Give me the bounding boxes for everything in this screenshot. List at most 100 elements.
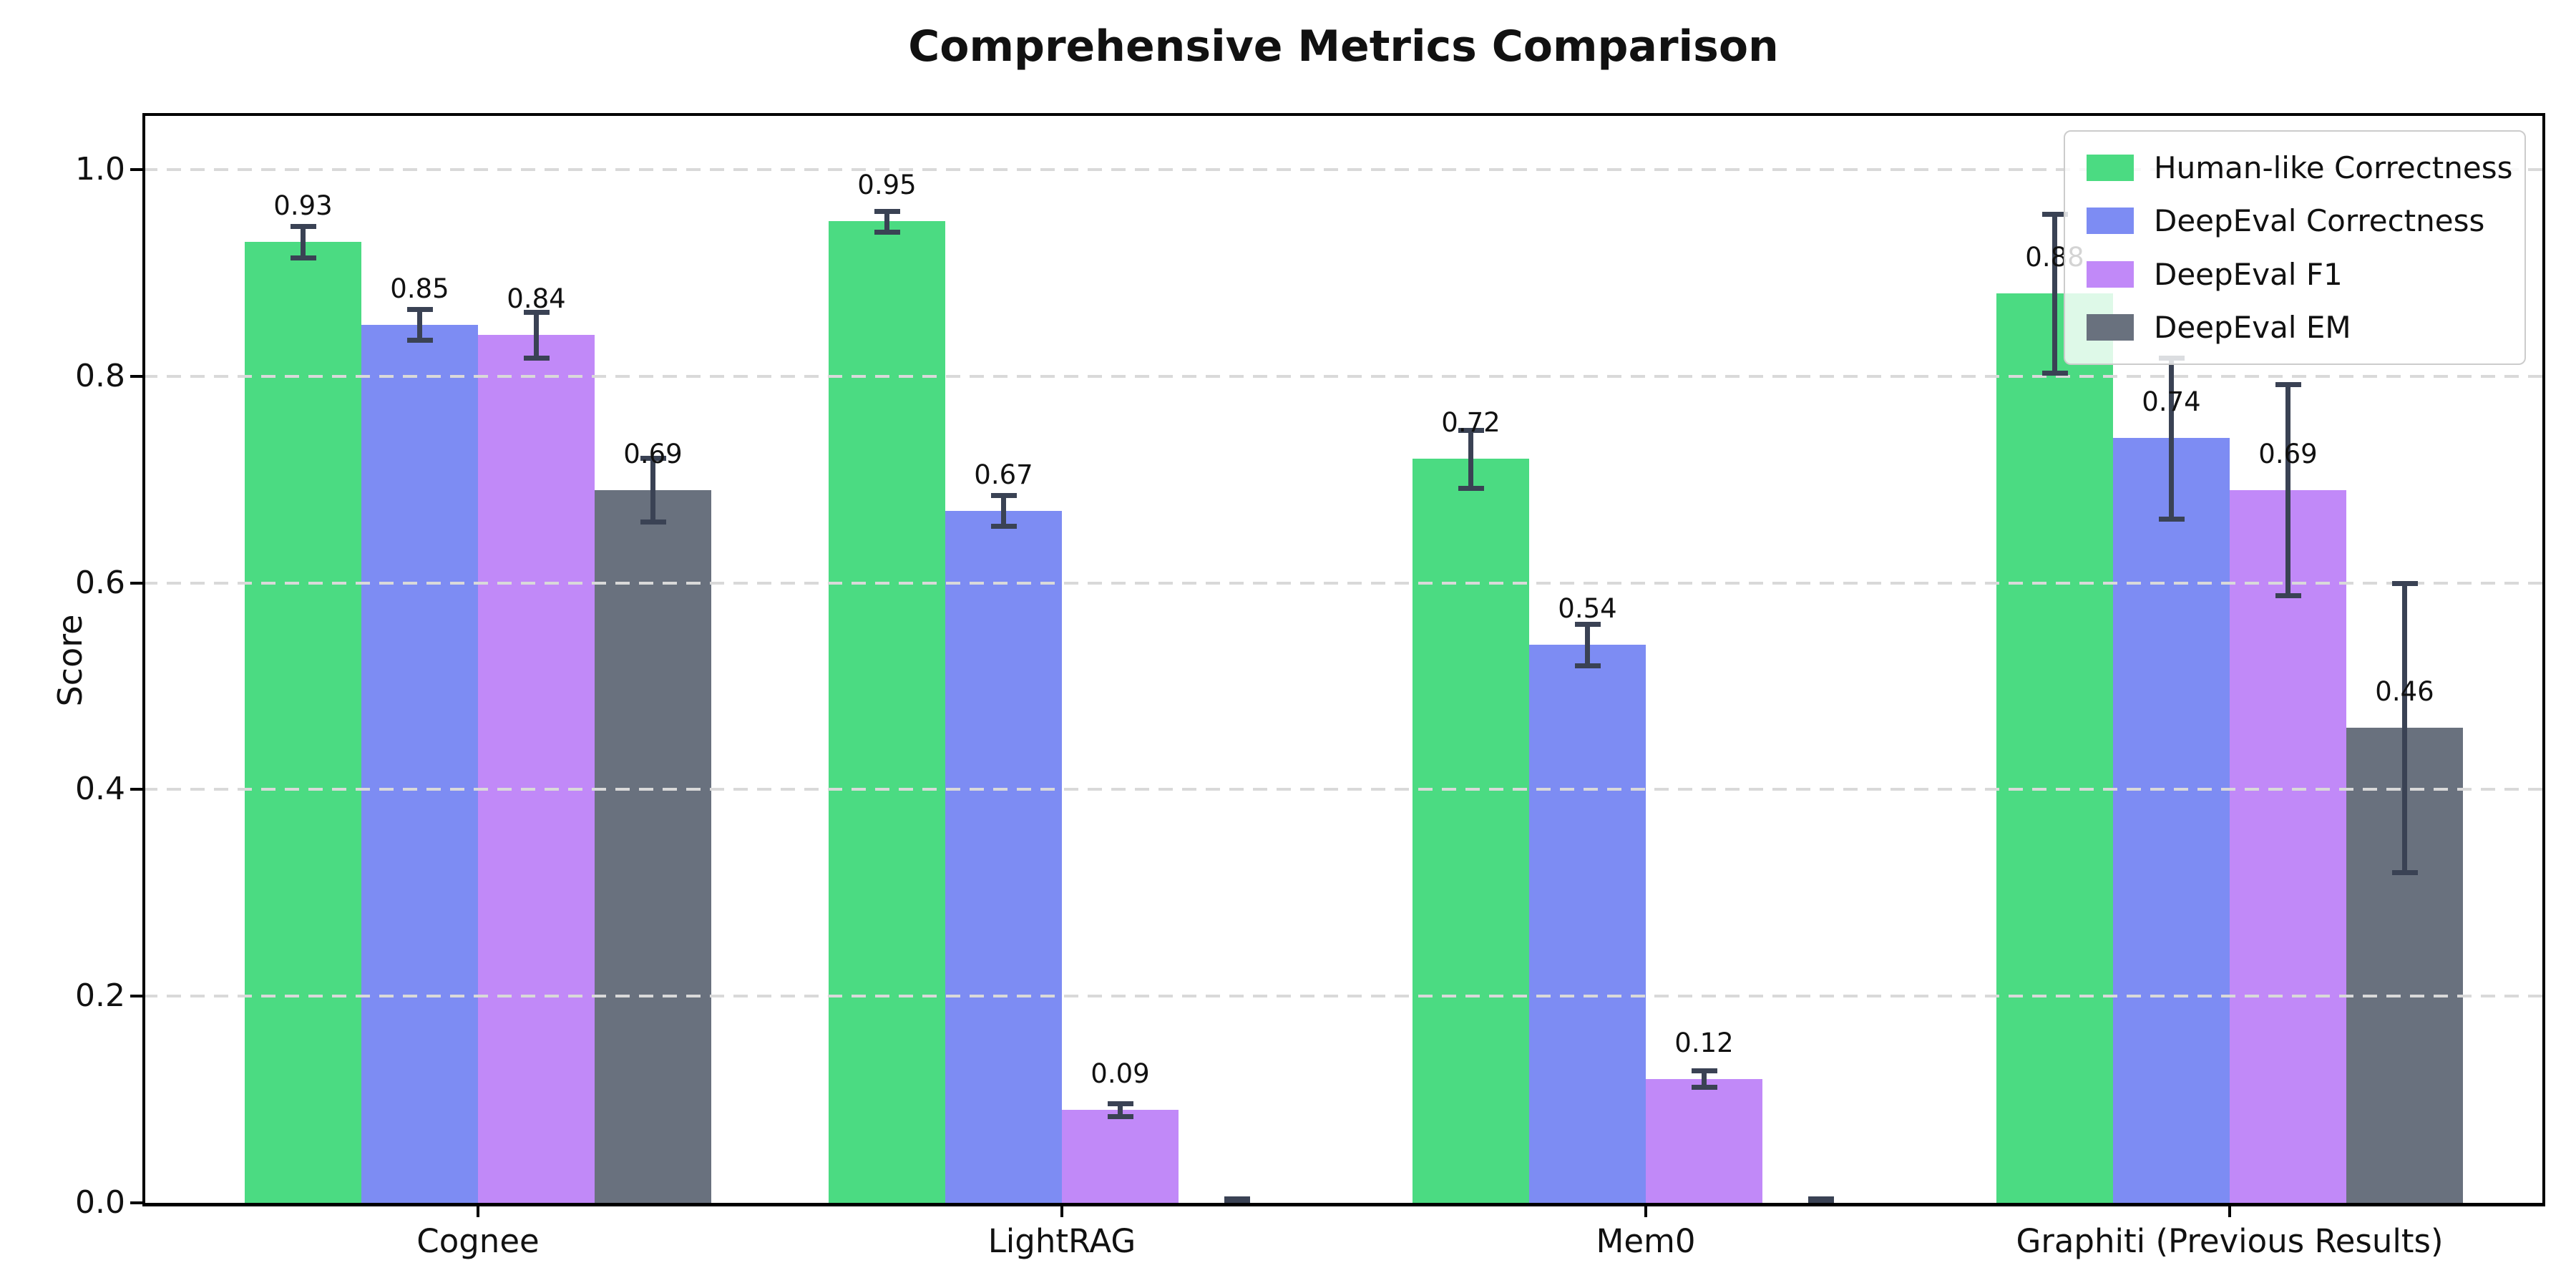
error-bar-cap-top-deepeval-f1-0 (523, 310, 550, 316)
x-tick-label-cognee: Cognee (416, 1222, 540, 1260)
error-bar-line-deepeval-correctness-1 (1001, 494, 1006, 527)
error-bar-line-deepeval-f1-0 (534, 312, 539, 358)
error-bar-cap-top-deepeval-f1-2 (1691, 1068, 1717, 1074)
bar-deepeval-em-0 (595, 489, 711, 1203)
error-bar-cap-bottom-deepeval-correctness-2 (1574, 663, 1601, 669)
legend-item-deepeval-f1: DeepEval F1 (2087, 257, 2503, 292)
legend-swatch-deepeval-em (2087, 313, 2134, 341)
y-tick-mark (130, 374, 143, 378)
error-bar-cap-top-deepeval-f1-3 (2275, 382, 2301, 388)
error-bar-cap-top-deepeval-correctness-1 (990, 492, 1017, 498)
x-tick-label-graphiti-previous-results-: Graphiti (Previous Results) (2016, 1222, 2444, 1260)
y-tick-label: 0.8 (75, 357, 125, 394)
bar-human-like-correctness-0 (245, 242, 361, 1203)
error-bar-line-deepeval-correctness-2 (1585, 624, 1590, 666)
bar-value-label-deepeval-correctness-0: 0.85 (390, 273, 449, 304)
gridline-0.4 (143, 788, 2544, 791)
chart-title: Comprehensive Metrics Comparison (908, 21, 1779, 72)
error-bar-line-deepeval-f1-2 (1702, 1070, 1707, 1088)
legend-label: DeepEval Correctness (2154, 203, 2485, 239)
error-bar-cap-top-deepeval-em-2 (1807, 1196, 1834, 1202)
bar-value-label-human-like-correctness-2: 0.72 (1441, 407, 1501, 439)
error-bar-cap-bottom-deepeval-em-3 (2391, 869, 2418, 875)
bar-deepeval-f1-0 (478, 335, 595, 1203)
error-bar-cap-bottom-deepeval-correctness-3 (2158, 517, 2185, 522)
axis-spine-left (142, 113, 145, 1206)
legend-item-deepeval-correctness: DeepEval Correctness (2087, 203, 2503, 238)
error-bar-cap-bottom-deepeval-em-0 (640, 519, 666, 525)
error-bar-line-human-like-correctness-0 (301, 226, 306, 258)
y-tick-label: 0.6 (75, 564, 125, 601)
bar-value-label-deepeval-correctness-2: 0.54 (1558, 593, 1617, 625)
bar-human-like-correctness-3 (1996, 293, 2113, 1203)
error-bar-cap-top-human-like-correctness-0 (290, 224, 316, 230)
bar-value-label-human-like-correctness-0: 0.93 (273, 190, 333, 222)
error-bar-line-deepeval-em-3 (2402, 582, 2407, 872)
bar-value-label-deepeval-correctness-3: 0.74 (2142, 386, 2201, 418)
y-tick-mark (130, 995, 143, 998)
bar-value-label-human-like-correctness-1: 0.95 (857, 170, 917, 201)
error-bar-cap-top-deepeval-f1-1 (1107, 1101, 1133, 1107)
x-tick-mark (1644, 1206, 1647, 1217)
legend-swatch-human-like-correctness (2087, 155, 2134, 181)
y-tick-mark (130, 1201, 143, 1204)
y-tick-mark (130, 788, 143, 791)
error-bar-cap-bottom-deepeval-correctness-1 (990, 524, 1017, 530)
error-bar-cap-top-deepeval-correctness-0 (406, 306, 433, 312)
bar-deepeval-correctness-3 (2113, 438, 2230, 1203)
error-bar-cap-bottom-deepeval-correctness-0 (406, 338, 433, 343)
bar-deepeval-f1-1 (1062, 1110, 1179, 1203)
error-bar-cap-bottom-deepeval-f1-3 (2275, 592, 2301, 598)
error-bar-line-deepeval-em-0 (650, 457, 655, 522)
legend-label: Human-like Correctness (2154, 150, 2513, 185)
y-tick-mark (130, 581, 143, 585)
y-tick-label: 0.2 (75, 977, 125, 1015)
legend-swatch-deepeval-f1 (2087, 260, 2134, 288)
error-bar-line-deepeval-correctness-3 (2169, 357, 2174, 519)
error-bar-line-human-like-correctness-3 (2052, 214, 2057, 374)
error-bar-cap-bottom-human-like-correctness-0 (290, 255, 316, 260)
error-bar-line-deepeval-correctness-0 (417, 308, 422, 341)
bar-deepeval-correctness-2 (1529, 645, 1646, 1203)
y-tick-label: 1.0 (75, 151, 125, 187)
legend-label: DeepEval EM (2154, 309, 2351, 345)
bar-human-like-correctness-2 (1413, 459, 1529, 1203)
bar-value-label-deepeval-em-0: 0.69 (623, 438, 683, 469)
error-bar-cap-top-human-like-correctness-2 (1458, 427, 1484, 433)
bar-value-label-deepeval-f1-2: 0.12 (1674, 1027, 1734, 1058)
x-tick-mark (1060, 1206, 1063, 1217)
error-bar-cap-top-deepeval-em-1 (1224, 1196, 1250, 1202)
error-bar-cap-top-deepeval-em-0 (640, 455, 666, 461)
error-bar-cap-top-human-like-correctness-1 (874, 208, 900, 214)
bar-human-like-correctness-1 (829, 221, 945, 1203)
error-bar-line-deepeval-f1-1 (1118, 1103, 1123, 1116)
bar-deepeval-f1-2 (1646, 1078, 1762, 1203)
bar-value-label-deepeval-correctness-1: 0.67 (974, 459, 1033, 490)
bar-value-label-deepeval-f1-0: 0.84 (507, 283, 566, 315)
legend-item-human-like-correctness: Human-like Correctness (2087, 150, 2513, 185)
y-tick-label: 0.4 (75, 771, 125, 808)
gridline-0.8 (143, 374, 2544, 378)
gridline-0.2 (143, 995, 2544, 998)
axis-spine-right (2542, 113, 2545, 1206)
x-tick-mark (477, 1206, 479, 1217)
bar-deepeval-correctness-1 (945, 510, 1062, 1203)
legend: Human-like Correctness DeepEval Correctn… (2064, 130, 2526, 365)
error-bar-cap-bottom-human-like-correctness-1 (874, 229, 900, 235)
error-bar-cap-top-deepeval-correctness-2 (1574, 622, 1601, 628)
gridline-1.0 (143, 168, 2544, 171)
gridline-0.6 (143, 581, 2544, 585)
error-bar-cap-top-deepeval-em-3 (2391, 580, 2418, 586)
error-bar-cap-bottom-human-like-correctness-3 (2041, 371, 2068, 376)
error-bar-cap-bottom-deepeval-f1-1 (1107, 1113, 1133, 1119)
y-tick-label: 0.0 (75, 1184, 125, 1221)
bar-value-label-deepeval-f1-3: 0.69 (2258, 438, 2318, 469)
error-bar-cap-top-human-like-correctness-3 (2041, 212, 2068, 218)
legend-item-deepeval-em: DeepEval EM (2087, 310, 2503, 345)
error-bar-line-deepeval-f1-3 (2285, 384, 2290, 595)
legend-label: DeepEval F1 (2154, 256, 2343, 292)
legend-swatch-deepeval-correctness (2087, 208, 2134, 235)
error-bar-line-human-like-correctness-2 (1468, 429, 1473, 488)
bar-value-label-deepeval-f1-1: 0.09 (1091, 1058, 1150, 1090)
y-tick-mark (130, 168, 143, 171)
